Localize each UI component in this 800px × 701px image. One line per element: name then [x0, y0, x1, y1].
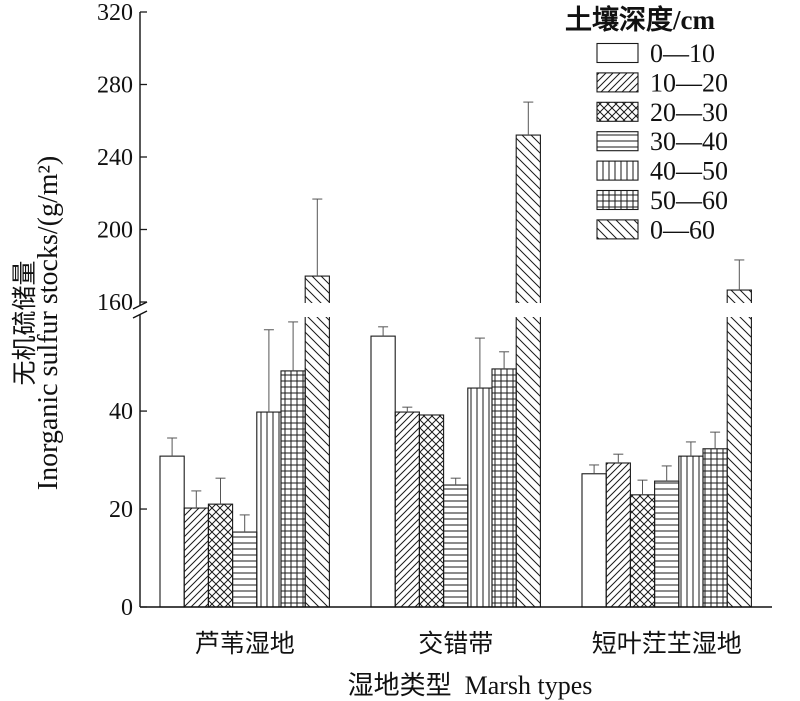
x-category-label: 芦苇湿地: [195, 630, 295, 658]
bar: [256, 411, 282, 608]
legend-label: 20—30: [650, 98, 728, 127]
x-category-label: 短叶茳芏湿地: [592, 630, 742, 658]
bar: [629, 494, 656, 608]
bar: [232, 531, 258, 608]
error-bar: [312, 198, 323, 277]
error-bar: [450, 477, 461, 486]
error-bar: [734, 259, 745, 291]
y-tick-label: 160: [97, 290, 133, 316]
axis-break-mark: [132, 301, 148, 310]
bar: [159, 455, 185, 608]
bar: [394, 411, 420, 608]
bars-layer: [159, 134, 752, 608]
error-bar: [523, 101, 534, 136]
legend-item: 30—40: [596, 127, 728, 156]
bar: [726, 289, 752, 608]
bar: [515, 134, 541, 608]
legend: 土壤深度/cm 0—1010—2020—3030—4040—5050—600—6…: [565, 4, 728, 244]
error-bar: [263, 329, 274, 413]
legend-label: 0—60: [650, 215, 715, 244]
error-bar: [402, 406, 413, 413]
axis-break-mark: [132, 310, 148, 319]
y-tick-label: 200: [97, 218, 133, 244]
error-bar: [661, 465, 672, 482]
bar: [605, 462, 631, 608]
legend-label: 30—40: [650, 127, 728, 156]
error-bar: [685, 441, 696, 457]
error-bar: [589, 464, 600, 474]
error-bar: [613, 453, 624, 463]
bar: [183, 507, 209, 608]
bar: [370, 335, 396, 608]
legend-item: 40—50: [596, 157, 728, 186]
legend-swatch: [596, 131, 639, 152]
error-bar: [378, 326, 389, 337]
legend-item: 0—60: [596, 215, 715, 244]
bar: [491, 368, 517, 608]
legend-label: 0—10: [650, 39, 715, 68]
x-category-label: 交错带: [418, 630, 493, 658]
error-bar: [474, 337, 485, 389]
bar: [678, 455, 704, 608]
y-tick-label: 320: [97, 0, 133, 26]
y-ticks: 0 20 40 160 200 240 280 320: [97, 0, 147, 621]
legend-swatch: [596, 101, 639, 122]
legend-item: 10—20: [596, 68, 728, 97]
bar: [702, 448, 728, 608]
legend-swatch: [596, 72, 639, 93]
x-axis-title: 湿地类型 Marsh types: [348, 671, 593, 700]
legend-swatch: [596, 189, 639, 211]
bar: [443, 484, 469, 608]
axes: [132, 12, 772, 608]
legend-label: 50—60: [650, 186, 728, 215]
error-bar: [288, 321, 299, 371]
bar: [304, 275, 330, 608]
error-bar: [239, 514, 250, 533]
bar: [467, 387, 493, 608]
legend-item: 50—60: [596, 186, 728, 215]
legend-label: 10—20: [650, 68, 728, 97]
error-bar: [167, 437, 178, 457]
y-axis-title-en: Inorganic sulfur stocks/(g/m²): [33, 156, 64, 490]
bar: [418, 414, 445, 608]
bar: [654, 480, 680, 608]
error-bar: [215, 477, 226, 505]
error-bar: [499, 351, 510, 369]
legend-swatch: [596, 219, 639, 240]
error-bar: [637, 479, 648, 495]
y-tick-label: 20: [109, 497, 133, 523]
y-tick-label: 280: [97, 73, 133, 99]
bar: [280, 370, 306, 608]
legend-title: 土壤深度/cm: [565, 4, 715, 35]
legend-swatch: [596, 160, 639, 181]
axis-break-gap: [141, 303, 774, 317]
legend-item: 20—30: [596, 98, 728, 127]
legend-item: 0—10: [596, 39, 715, 68]
error-bars-layer: [167, 101, 745, 533]
error-bar: [191, 490, 202, 509]
bar: [581, 473, 607, 608]
y-tick-label: 240: [97, 145, 133, 171]
x-category-labels: 芦苇湿地 交错带 短叶茳芏湿地: [195, 630, 742, 658]
legend-swatch: [596, 42, 639, 64]
y-tick-label: 0: [121, 595, 133, 621]
y-axis-title-zh: 无机硫储量: [11, 260, 39, 385]
legend-label: 40—50: [650, 157, 728, 186]
y-tick-label: 40: [109, 399, 133, 425]
error-bar: [710, 431, 721, 449]
bar: [207, 503, 234, 608]
